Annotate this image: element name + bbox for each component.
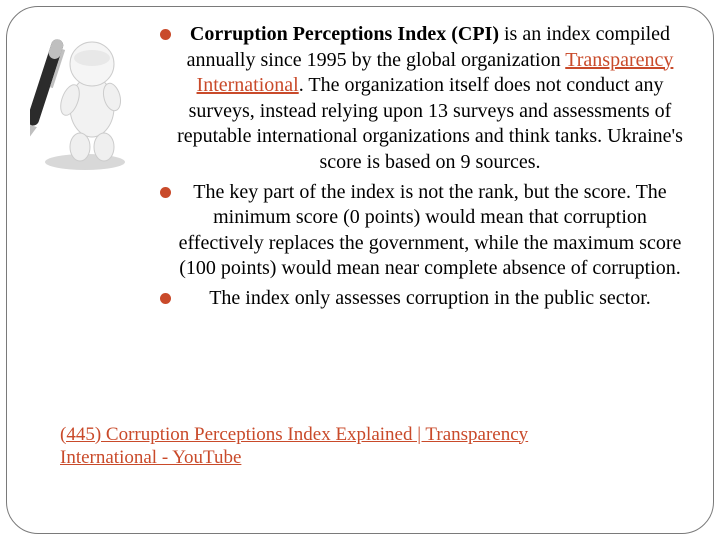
list-item: The key part of the index is not the ran… xyxy=(170,180,690,282)
youtube-link[interactable]: (445) Corruption Perceptions Index Expla… xyxy=(60,423,550,471)
text: The key part of the index is not the ran… xyxy=(179,181,682,280)
list-item: Corruption Perceptions Index (CPI) is an… xyxy=(170,22,690,176)
mascot-figure xyxy=(30,22,140,172)
list-item: The index only assesses corruption in th… xyxy=(170,286,690,312)
bold-term: Corruption Perceptions Index (CPI) xyxy=(190,23,499,45)
bullet-list: Corruption Perceptions Index (CPI) is an… xyxy=(170,22,690,312)
text: The index only assesses corruption in th… xyxy=(209,287,651,309)
slide-content: Corruption Perceptions Index (CPI) is an… xyxy=(30,22,690,510)
figure-with-pen-icon xyxy=(30,22,140,172)
